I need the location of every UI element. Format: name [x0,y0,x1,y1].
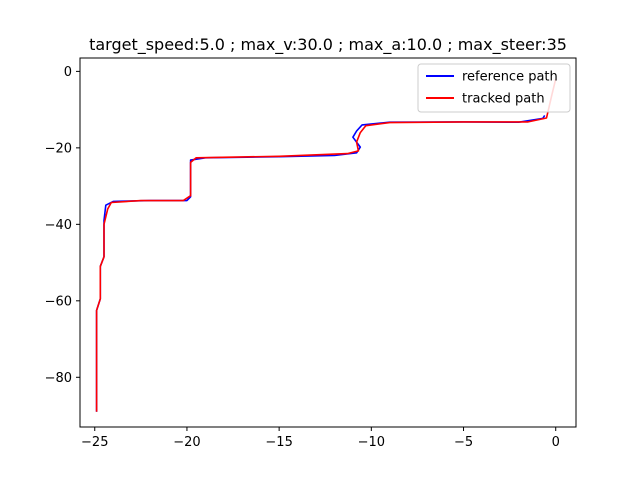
legend-label-1: tracked path [462,92,545,107]
chart-title: target_speed:5.0 ; max_v:30.0 ; max_a:10… [89,35,567,55]
legend-label-0: reference path [462,70,558,85]
x-tick-label: −20 [173,435,200,450]
y-tick-label: 0 [64,65,72,80]
y-tick-label: −40 [45,218,72,233]
x-tick-label: −25 [81,435,108,450]
y-tick-label: −20 [45,141,72,156]
x-tick-label: −10 [358,435,385,450]
series-line-1 [95,78,557,412]
y-tick-label: −60 [45,294,72,309]
x-tick-label: −5 [454,435,473,450]
y-tick-label: −80 [45,371,72,386]
x-tick-label: −15 [265,435,292,450]
x-axis-ticks: −25 −20 −15 −10 −5 0 [81,427,560,450]
series-layer [95,78,557,412]
legend-box [417,63,571,113]
x-tick-label: 0 [552,435,560,450]
y-axis-ticks: 0 −20 −40 −60 −80 [45,65,80,386]
plot-area [80,58,576,427]
legend: reference path tracked path [417,63,571,113]
plot-frame [79,57,577,428]
